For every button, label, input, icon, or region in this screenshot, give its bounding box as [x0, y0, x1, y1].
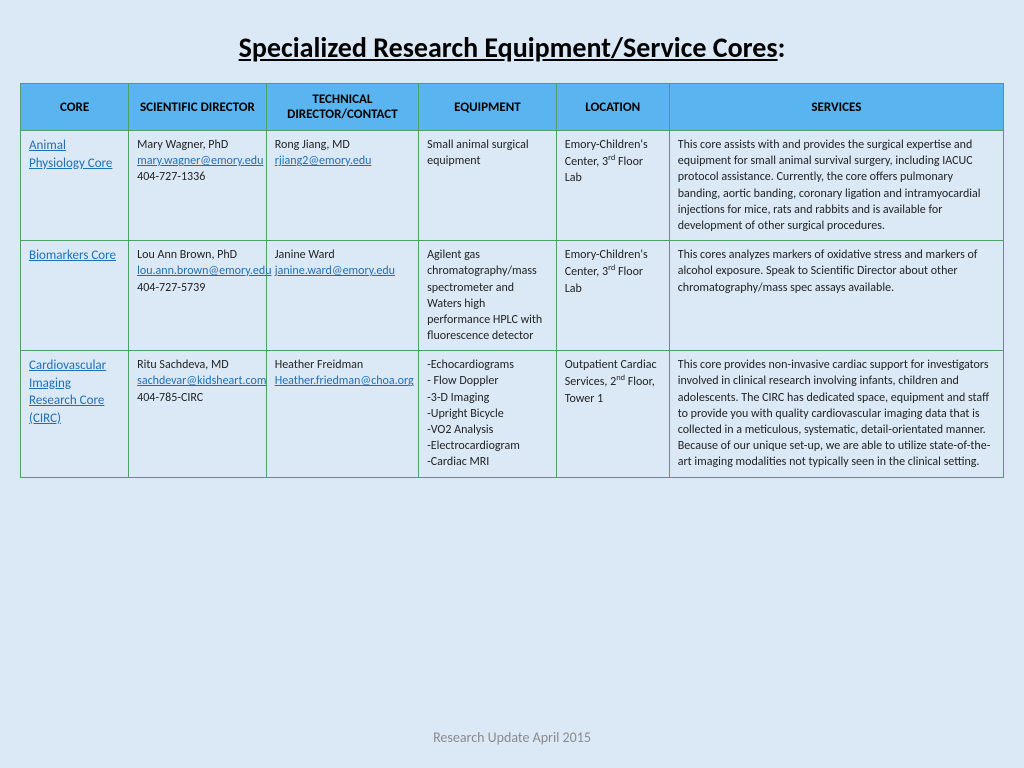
director-name: Mary Wagner, PhD — [137, 137, 258, 153]
tech-email-link[interactable]: Heather.friedman@choa.org — [275, 374, 414, 388]
table-row: Biomarkers Core Lou Ann Brown, PhDlou.ann… — [21, 241, 1004, 351]
director-email-link[interactable]: mary.wagner@emory.edu — [137, 154, 263, 168]
director-email-link[interactable]: lou.ann.brown@emory.edu — [137, 264, 271, 278]
col-core: CORE — [21, 84, 129, 131]
table-row: Cardiovascular Imaging Research Core (CI… — [21, 351, 1004, 477]
footer-text: Research Update April 2015 — [0, 729, 1024, 746]
director-phone: 404-727-5739 — [137, 280, 258, 296]
location-cell: Outpatient Cardiac Services, 2nd Floor, … — [556, 351, 669, 477]
director-phone: 404-727-1336 — [137, 169, 258, 185]
equipment-cell: Agilent gas chromatography/mass spectrom… — [419, 241, 557, 351]
col-services: SERVICES — [669, 84, 1003, 131]
tech-name: Heather Freidman — [275, 357, 410, 373]
equipment-cell: Small animal surgical equipment — [419, 131, 557, 241]
location-cell: Emory-Children's Center, 3rd Floor Lab — [556, 241, 669, 351]
title-underlined: Specialized Research Equipment/Service C… — [239, 30, 778, 65]
services-cell: This core provides non-invasive cardiac … — [669, 351, 1003, 477]
location-cell: Emory-Children's Center, 3rd Floor Lab — [556, 131, 669, 241]
cores-table: CORE SCIENTIFIC DIRECTOR TECHNICAL DIREC… — [20, 83, 1004, 478]
col-tech: TECHNICAL DIRECTOR/CONTACT — [266, 84, 418, 131]
director-name: Lou Ann Brown, PhD — [137, 247, 258, 263]
core-link[interactable]: Animal Physiology Core — [29, 138, 112, 171]
director-phone: 404-785-CIRC — [137, 390, 258, 406]
tech-name: Rong Jiang, MD — [275, 137, 410, 153]
tech-email-link[interactable]: rjiang2@emory.edu — [275, 154, 372, 168]
title-suffix: : — [778, 30, 786, 65]
tech-email-link[interactable]: janine.ward@emory.edu — [275, 264, 395, 278]
col-location: LOCATION — [556, 84, 669, 131]
core-link[interactable]: Cardiovascular Imaging Research Core (CI… — [29, 358, 106, 426]
tech-name: Janine Ward — [275, 247, 410, 263]
equipment-cell: -Echocardiograms - Flow Doppler -3-D Ima… — [419, 351, 557, 477]
table-header-row: CORE SCIENTIFIC DIRECTOR TECHNICAL DIREC… — [21, 84, 1004, 131]
col-equipment: EQUIPMENT — [419, 84, 557, 131]
col-director: SCIENTIFIC DIRECTOR — [129, 84, 267, 131]
director-name: Ritu Sachdeva, MD — [137, 357, 258, 373]
page-title: Specialized Research Equipment/Service C… — [20, 30, 1004, 65]
table-row: Animal Physiology Core Mary Wagner, PhDma… — [21, 131, 1004, 241]
services-cell: This cores analyzes markers of oxidative… — [669, 241, 1003, 351]
director-email-link[interactable]: sachdevar@kidsheart.com — [137, 374, 266, 388]
core-link[interactable]: Biomarkers Core — [29, 248, 116, 263]
services-cell: This core assists with and provides the … — [669, 131, 1003, 241]
